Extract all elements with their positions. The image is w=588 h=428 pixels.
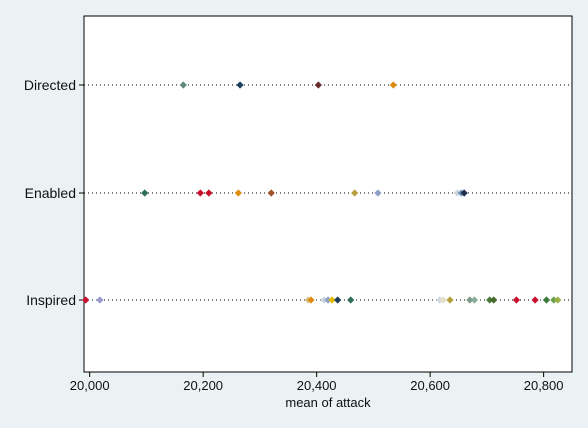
x-tick-label: 20,200 xyxy=(183,378,223,393)
data-point xyxy=(439,296,447,304)
data-point xyxy=(141,189,149,197)
data-point xyxy=(453,189,461,197)
data-point xyxy=(446,296,454,304)
data-point xyxy=(234,189,242,197)
data-point xyxy=(531,296,539,304)
category-label: Enabled xyxy=(25,185,76,201)
data-point xyxy=(82,296,90,304)
x-axis: 20,000 20,200 20,400 20,600 20,800 xyxy=(70,372,564,393)
data-point xyxy=(179,81,187,89)
data-point xyxy=(466,296,474,304)
data-point xyxy=(267,189,275,197)
data-point xyxy=(320,296,328,304)
data-point xyxy=(334,296,342,304)
category-label: Directed xyxy=(24,77,76,93)
data-point xyxy=(96,296,104,304)
plot-area xyxy=(83,15,573,373)
data-point xyxy=(542,296,551,304)
data-point xyxy=(490,296,498,304)
category-labels: Directed Enabled Inspired xyxy=(24,77,76,308)
data-point xyxy=(374,189,382,197)
data-point xyxy=(328,296,336,304)
x-tick-label: 20,800 xyxy=(524,378,564,393)
data-point xyxy=(486,296,494,304)
data-points xyxy=(82,81,562,304)
data-point xyxy=(324,296,332,304)
data-point xyxy=(389,81,397,89)
x-tick-label: 20,400 xyxy=(297,378,337,393)
x-tick-label: 20,000 xyxy=(70,378,110,393)
data-point xyxy=(314,81,322,89)
data-point xyxy=(512,296,520,304)
data-point xyxy=(554,296,562,304)
data-point xyxy=(347,296,355,304)
x-axis-title: mean of attack xyxy=(285,395,371,410)
category-label: Inspired xyxy=(26,292,76,308)
data-point xyxy=(196,189,204,197)
data-point xyxy=(236,81,244,89)
data-point xyxy=(205,189,213,197)
data-point xyxy=(550,296,558,304)
data-point xyxy=(307,296,315,304)
data-point xyxy=(351,189,359,197)
data-point xyxy=(460,189,468,197)
x-tick-label: 20,600 xyxy=(410,378,450,393)
data-point xyxy=(470,296,478,304)
